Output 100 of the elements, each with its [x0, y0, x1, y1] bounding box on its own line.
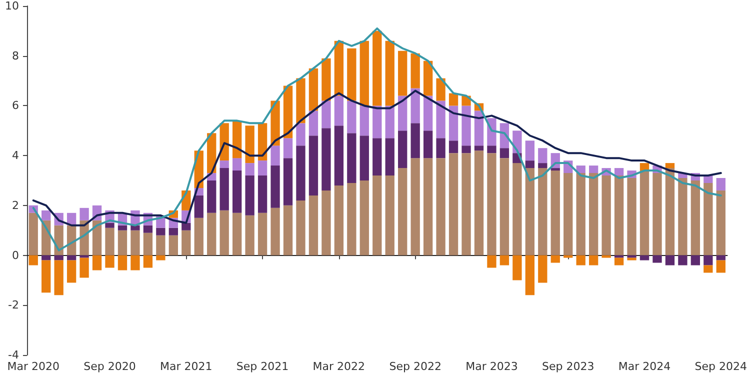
bar	[678, 255, 688, 266]
bar	[322, 58, 331, 101]
y-tick-label: -2	[8, 298, 19, 312]
bar	[130, 225, 140, 230]
bar	[423, 130, 433, 158]
bar	[156, 255, 166, 260]
bar	[487, 146, 496, 154]
bar	[474, 110, 484, 146]
bar	[194, 218, 204, 256]
bar	[550, 170, 560, 256]
bar	[372, 30, 382, 106]
bar	[640, 170, 650, 256]
bar	[588, 166, 598, 174]
bar	[168, 228, 178, 236]
bar	[308, 110, 318, 136]
bar	[462, 106, 471, 146]
bar	[436, 100, 446, 138]
bar	[602, 176, 611, 256]
x-tick-label: Sep 2021	[236, 360, 289, 373]
bar	[652, 255, 662, 263]
bar	[512, 255, 522, 280]
bar	[156, 235, 166, 256]
bar	[564, 173, 573, 256]
bar	[436, 78, 446, 101]
bar	[462, 153, 471, 256]
x-tick-label: Mar 2024	[618, 360, 671, 373]
bar	[640, 255, 650, 260]
bar	[385, 176, 394, 256]
bar	[296, 146, 306, 200]
bar	[66, 255, 76, 260]
bar	[360, 180, 369, 256]
bar	[232, 170, 242, 213]
bar	[105, 255, 114, 268]
bar	[334, 40, 344, 96]
bar	[118, 225, 128, 230]
x-tick-label: Sep 2020	[84, 360, 136, 373]
bar	[576, 166, 586, 174]
bar	[512, 163, 522, 256]
bar	[423, 60, 433, 96]
bar	[258, 123, 268, 161]
bar	[627, 258, 636, 260]
bar	[410, 53, 420, 88]
bar	[143, 225, 153, 233]
bar	[347, 182, 356, 256]
bar	[245, 126, 254, 164]
bar	[207, 212, 216, 256]
bar	[627, 255, 636, 258]
y-tick-label: 4	[12, 149, 19, 162]
x-tick-label: Mar 2023	[466, 360, 518, 373]
bar	[347, 48, 356, 101]
bar	[54, 255, 64, 260]
bar	[372, 138, 382, 176]
bar	[168, 235, 178, 256]
bar	[296, 200, 306, 256]
bar	[602, 255, 611, 258]
bar	[665, 163, 675, 168]
bar	[665, 168, 675, 256]
bar	[690, 180, 700, 256]
bar	[270, 166, 280, 208]
bar	[576, 255, 586, 266]
bar	[322, 100, 331, 128]
bar	[538, 163, 548, 168]
bar	[80, 255, 89, 258]
bar	[105, 222, 114, 228]
bar	[588, 255, 598, 266]
bar	[564, 255, 573, 258]
bar	[308, 136, 318, 196]
line-series	[32, 27, 722, 252]
bar	[92, 255, 102, 270]
x-tick-label: Sep 2023	[542, 360, 594, 373]
bar	[360, 106, 369, 136]
bar	[716, 260, 726, 273]
x-tick-label: Mar 2022	[312, 360, 366, 373]
bar	[143, 232, 153, 256]
bar	[410, 123, 420, 158]
bar	[232, 158, 242, 171]
bar	[334, 96, 344, 126]
bar	[118, 255, 128, 270]
bar	[245, 215, 254, 256]
bar	[474, 146, 484, 151]
bar	[232, 212, 242, 256]
bar	[500, 148, 510, 158]
bar	[270, 208, 280, 256]
bar	[398, 168, 408, 256]
bar	[398, 130, 408, 168]
bar	[194, 195, 204, 218]
bar	[385, 106, 394, 138]
bar	[512, 130, 522, 154]
bar	[360, 136, 369, 180]
bar	[385, 138, 394, 176]
bar	[283, 158, 293, 206]
y-tick-label: 2	[12, 198, 19, 212]
bar	[322, 128, 331, 190]
bar	[614, 255, 624, 258]
bar	[665, 255, 675, 266]
bar	[308, 68, 318, 111]
bar	[550, 255, 560, 263]
x-tick-label: Sep 2024	[694, 360, 748, 373]
bar	[500, 158, 510, 256]
bar	[436, 138, 446, 158]
